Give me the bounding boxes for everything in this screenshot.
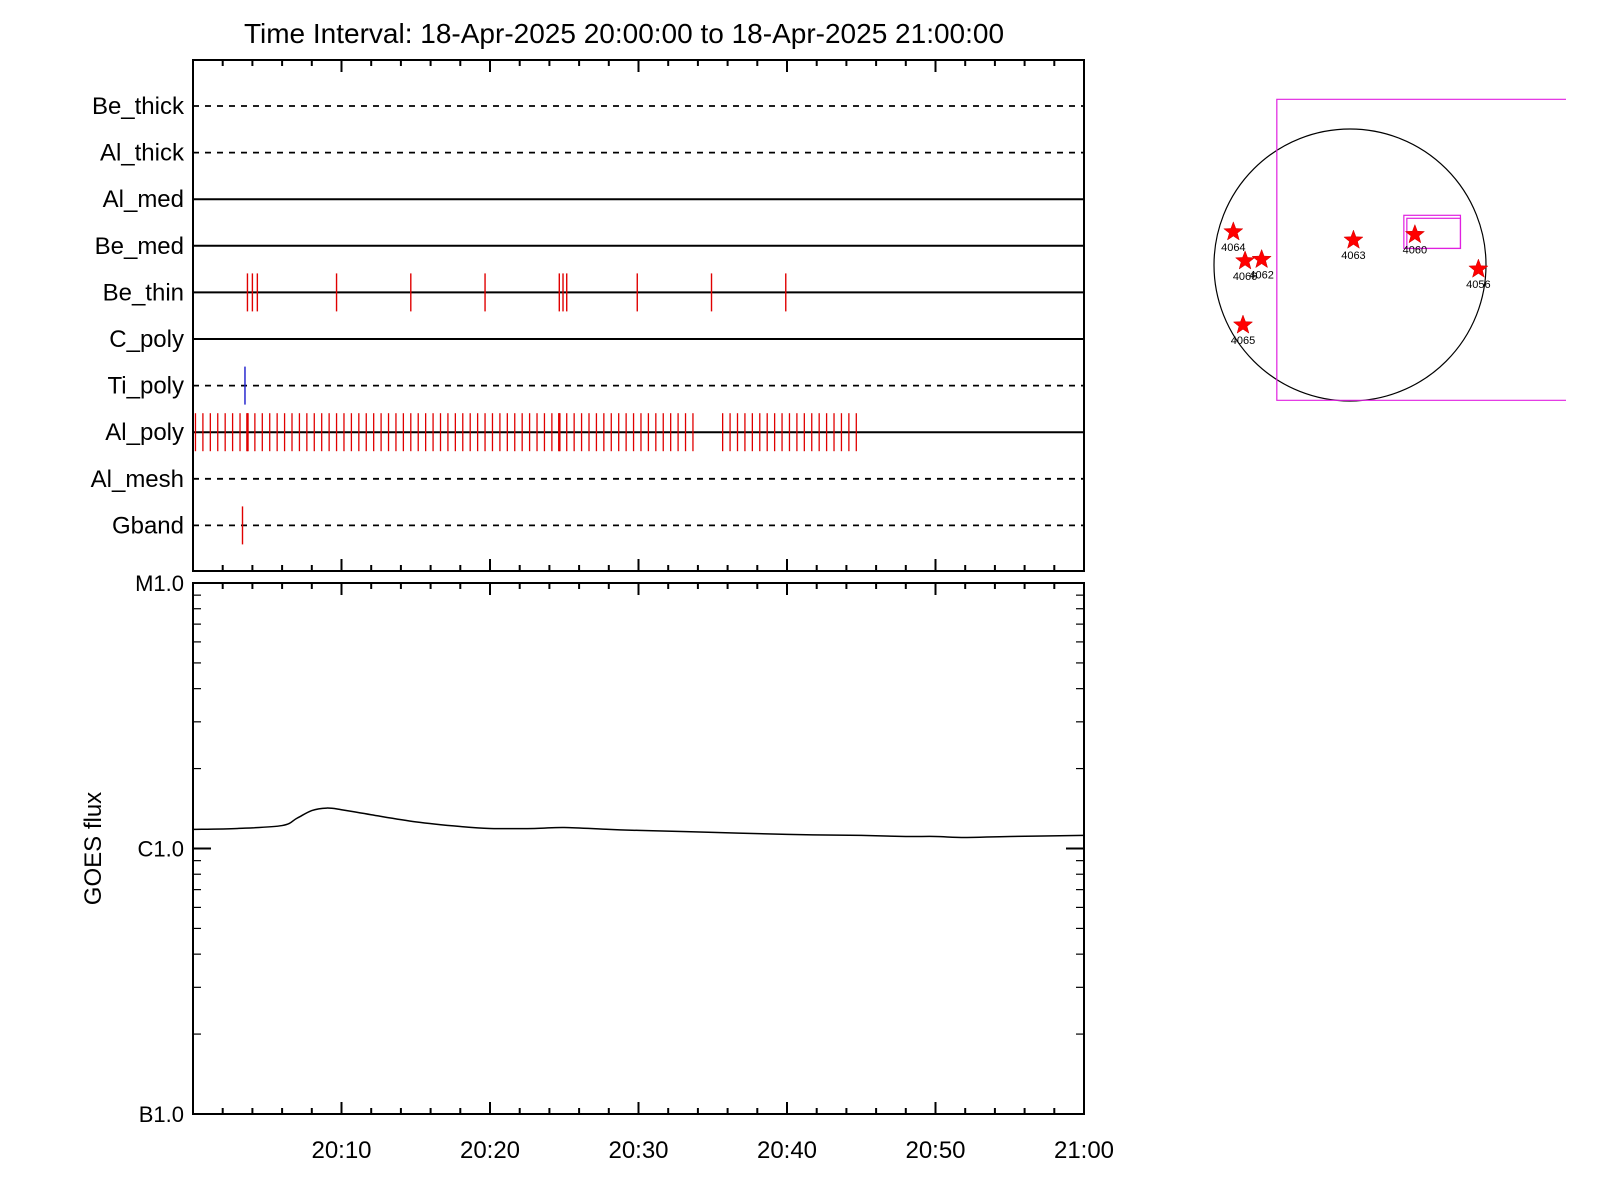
y-tick-label: B1.0 (139, 1102, 184, 1127)
active-region-star (1223, 221, 1244, 241)
row-label: Gband (112, 512, 184, 539)
row-label: Al_mesh (91, 466, 184, 493)
x-tick-label: 20:40 (757, 1137, 817, 1164)
active-region-label: 4064 (1221, 242, 1245, 254)
active-region-label: 4065 (1231, 335, 1255, 347)
row-label: Al_poly (105, 419, 184, 446)
row-label: Ti_poly (108, 373, 184, 400)
goes-flux-line (192, 807, 1085, 839)
active-region-label: 4056 (1466, 279, 1490, 291)
active-region-star (1251, 248, 1272, 269)
timeline-frame (192, 59, 1085, 572)
solar-disk (1213, 128, 1487, 402)
active-region-label: 4062 (1249, 269, 1273, 281)
row-label: Be_thin (103, 279, 184, 306)
active-region-label: 4066 (1233, 271, 1257, 283)
row-label: Al_med (103, 186, 184, 213)
active-region-label: 4060 (1403, 245, 1427, 257)
chart-title: Time Interval: 18-Apr-2025 20:00:00 to 1… (244, 18, 1004, 49)
x-tick-label: 21:00 (1054, 1137, 1114, 1164)
goes-flux-panel: 20:10 20:20 20:30 20:40 20:50 21:00 M1.0 C1.0 B1… (80, 571, 1114, 1164)
row-label: Be_med (95, 233, 184, 260)
y-axis-label: GOES flux (80, 792, 107, 905)
active-region-star (1343, 229, 1364, 249)
frame-box (1276, 98, 1566, 401)
active-region-star (1468, 258, 1489, 278)
y-tick-label: M1.0 (135, 571, 184, 596)
event-timeline-panel: Be_thick Al_thick Al_med Be_med Be_thin C_pol… (91, 59, 1085, 572)
row-label: C_poly (109, 326, 184, 353)
row-label: Al_thick (100, 140, 185, 167)
y-tick-label: C1.0 (138, 837, 184, 862)
row-label: Be_thick (92, 93, 185, 120)
fov-box-inner (1406, 217, 1462, 250)
x-tick-label: 20:50 (905, 1137, 965, 1164)
x-tick-label: 20:10 (311, 1137, 371, 1164)
goes-frame (192, 582, 1085, 1115)
x-tick-label: 20:30 (608, 1137, 668, 1164)
active-region-star (1232, 314, 1254, 334)
active-region-star (1404, 223, 1426, 244)
active-region-star (1234, 250, 1256, 270)
x-tick-label: 20:20 (460, 1137, 520, 1164)
active-region-label: 4063 (1341, 250, 1365, 262)
